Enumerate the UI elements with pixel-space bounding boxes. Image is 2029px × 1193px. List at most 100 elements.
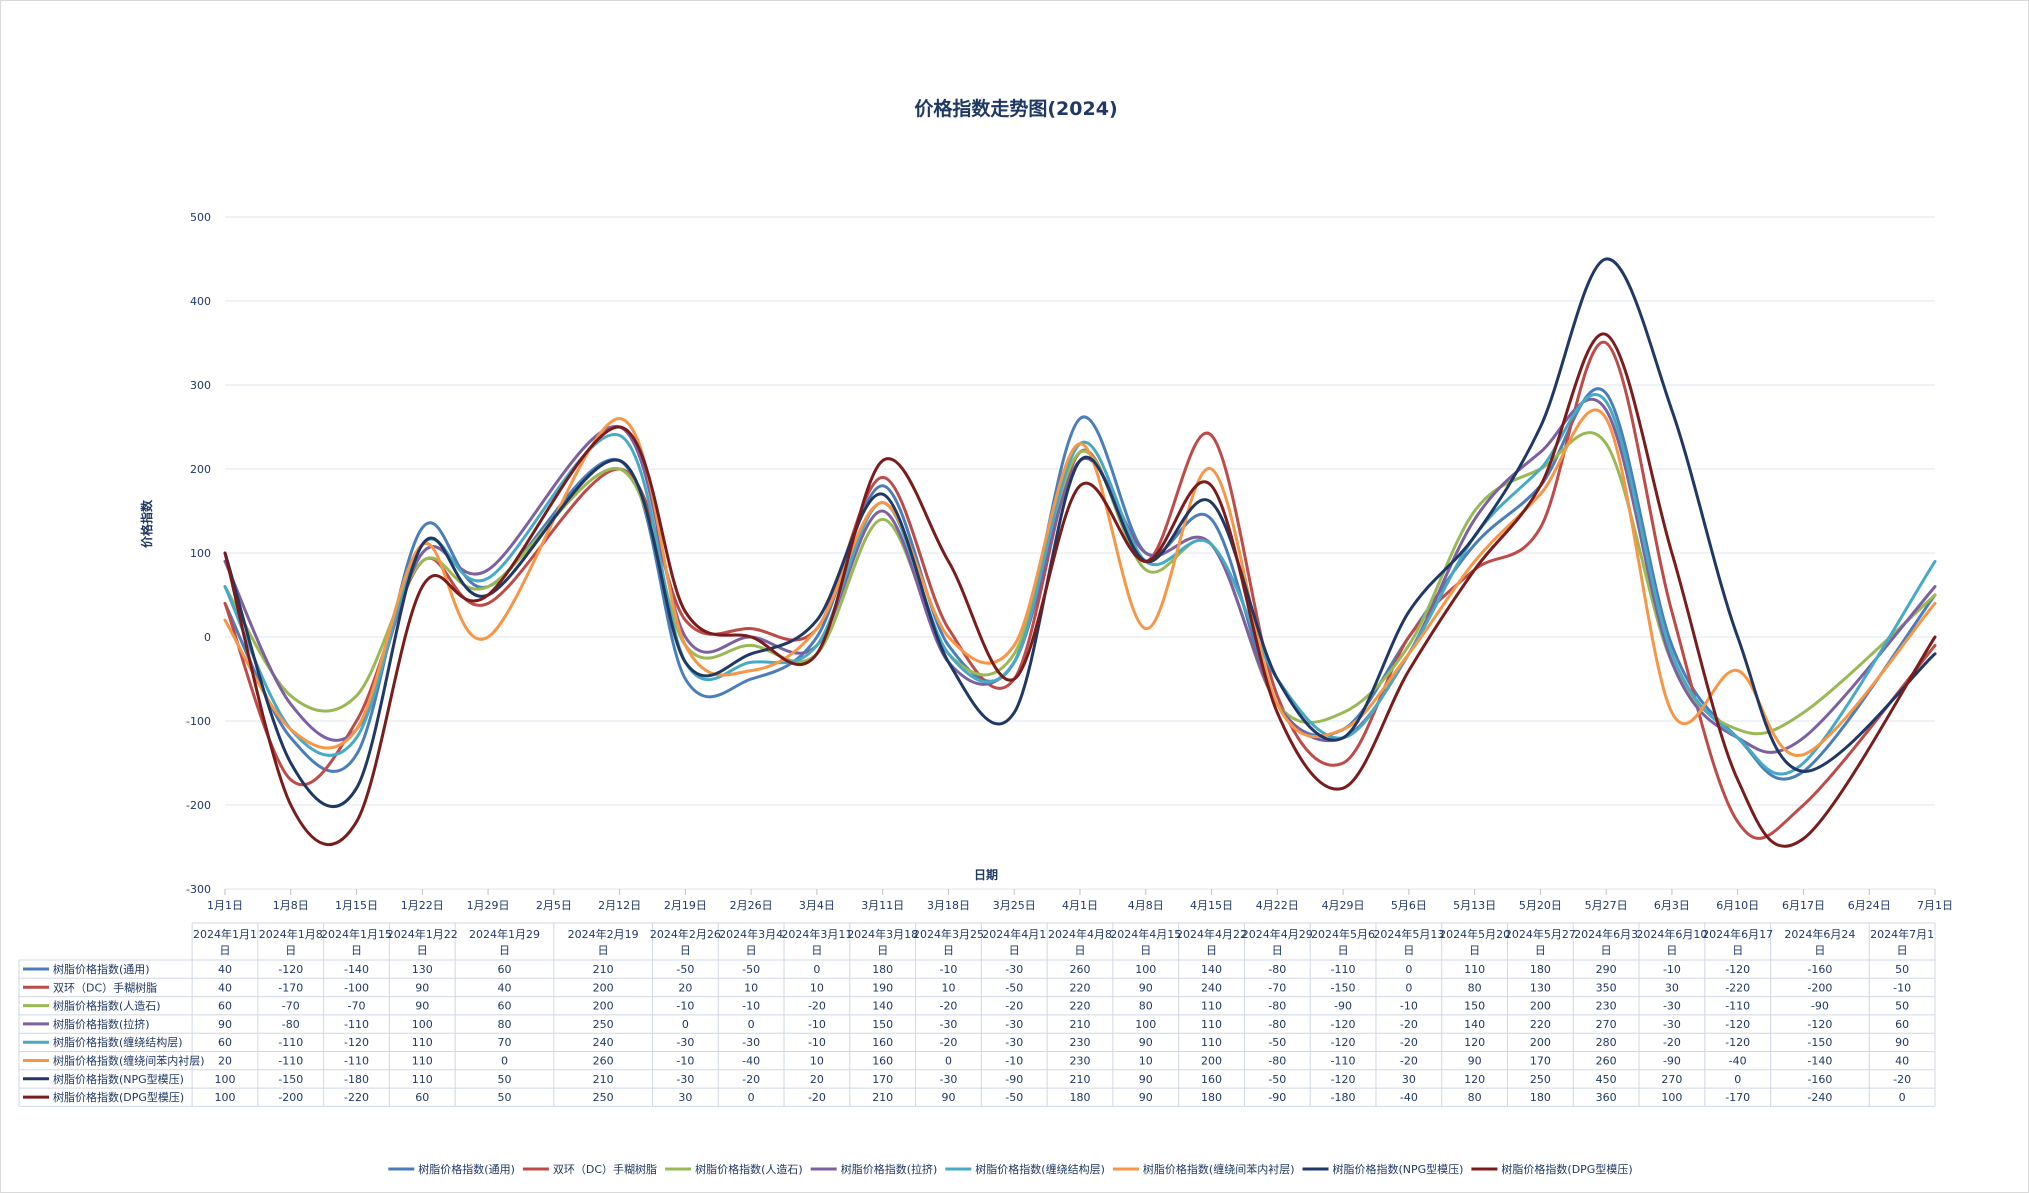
table-cell: -20: [1400, 1055, 1418, 1068]
table-cell: 50: [1895, 1000, 1909, 1013]
series-line-6: [223, 257, 1937, 809]
series-points-4: [225, 402, 1935, 763]
table-cell: 110: [1201, 1036, 1222, 1049]
y-axis-ticks: 500 400 300 200 100 0 -100 -200 -300: [186, 211, 211, 896]
series-points-6: [225, 259, 1935, 788]
table-cell: 180: [1530, 1091, 1551, 1104]
table-cell: 100: [1135, 963, 1156, 976]
series-line-4: [223, 393, 1937, 776]
table-header-cell: 2024年4月8: [1048, 927, 1112, 941]
table-cell: 50: [498, 1073, 512, 1086]
x-tick-label: 3月18日: [927, 899, 970, 912]
table-cell: 60: [498, 1000, 512, 1013]
table-header-cell: 日: [1897, 944, 1908, 957]
legend-label: 树脂价格指数(拉挤): [841, 1162, 938, 1176]
table-cell: 100: [215, 1091, 236, 1104]
table-series-name: 树脂价格指数(NPG型模压): [53, 1072, 184, 1086]
table-header-cell: 日: [1009, 944, 1020, 957]
table-header-cell: 日: [680, 944, 691, 957]
table-cell: -90: [1811, 1000, 1829, 1013]
table-cell: 180: [872, 963, 893, 976]
legend-label: 树脂价格指数(DPG型模压): [1501, 1162, 1632, 1176]
table-cell: -50: [1005, 1091, 1023, 1104]
table-cell: 230: [1070, 1036, 1091, 1049]
table-cell: 90: [415, 981, 429, 994]
table-cell: 10: [810, 981, 824, 994]
series-line-2: [223, 431, 1937, 736]
table-header-cell: 2024年6月24: [1784, 927, 1855, 941]
table-cell: -90: [1268, 1091, 1286, 1104]
table-header-cell: 2024年5月20: [1439, 927, 1510, 941]
y-tick-label: 100: [190, 547, 211, 560]
y-tick-label: 200: [190, 463, 211, 476]
table-header-cell: 2024年3月25: [913, 927, 984, 941]
table-cell: 180: [1530, 963, 1551, 976]
table-header-cell: 日: [598, 944, 609, 957]
table-cell: -100: [344, 981, 369, 994]
table-cell: 160: [872, 1055, 893, 1068]
series-points-1: [225, 343, 1935, 822]
table-cell: 80: [498, 1018, 512, 1031]
table-cell: -70: [348, 1000, 366, 1013]
table-cell: 0: [501, 1055, 508, 1068]
y-tick-label: 500: [190, 211, 211, 224]
x-tick-label: 5月20日: [1519, 899, 1562, 912]
table-header-cell: 日: [1272, 944, 1283, 957]
table-cell: -20: [742, 1073, 760, 1086]
legend-item: 树脂价格指数(DPG型模压): [1471, 1162, 1633, 1176]
table-header-cell: 2024年1月29: [469, 927, 540, 941]
table-series-name: 双环（DC）手糊树脂: [53, 980, 157, 994]
table-cell: 140: [872, 1000, 893, 1013]
table-header-cell: 2024年5月6: [1311, 927, 1375, 941]
table-cell: -150: [1331, 981, 1356, 994]
table-cell: -200: [278, 1091, 303, 1104]
y-axis-title: 价格指数: [139, 499, 154, 548]
table-cell: 20: [678, 981, 692, 994]
legend-label: 双环（DC）手糊树脂: [553, 1162, 657, 1176]
table-header-cell: 日: [1338, 944, 1349, 957]
table-cell: 80: [1468, 1091, 1482, 1104]
table-cell: -10: [1893, 981, 1911, 994]
table-cell: -170: [1725, 1091, 1750, 1104]
table-cell: 30: [678, 1091, 692, 1104]
x-tick-label: 1月1日: [207, 899, 243, 912]
table-cell: -120: [278, 963, 303, 976]
legend-label: 树脂价格指数(NPG型模压): [1333, 1162, 1464, 1176]
chart-title: 价格指数走势图(2024): [914, 97, 1117, 120]
x-tick-label: 2月5日: [536, 899, 572, 912]
table-cell: -30: [676, 1036, 694, 1049]
table-cell: -80: [1268, 963, 1286, 976]
table-row: 树脂价格指数(缠绕结构层) 60 -110 -120 110 70 240 -30 -30 -10…: [23, 1035, 1909, 1049]
table-cell: -30: [742, 1036, 760, 1049]
table-cell: 220: [1530, 1018, 1551, 1031]
table-cell: -120: [1807, 1018, 1832, 1031]
y-tick-label: -100: [186, 715, 211, 728]
table-cell: -20: [1005, 1000, 1023, 1013]
table-cell: 0: [748, 1091, 755, 1104]
table-cell: -120: [344, 1036, 369, 1049]
table-series-name: 树脂价格指数(缠绕间苯内衬层): [53, 1054, 205, 1068]
x-tick-label: 6月17日: [1782, 899, 1825, 912]
table-cell: -30: [1005, 1036, 1023, 1049]
table-cell: 90: [1139, 1091, 1153, 1104]
table-cell: 210: [1070, 1018, 1091, 1031]
table-row: 树脂价格指数(缠绕间苯内衬层) 20 -110 -110 110 0 260 -10 -40 10…: [23, 1054, 1909, 1068]
table-cell: 170: [872, 1073, 893, 1086]
table-header-cell: 日: [943, 944, 954, 957]
table-cell: 200: [593, 981, 614, 994]
table-cell: -30: [939, 1018, 957, 1031]
table-cell: 260: [1596, 1055, 1617, 1068]
table-cell: 10: [941, 981, 955, 994]
table-header-cell: 日: [1814, 944, 1825, 957]
series-line-7: [223, 332, 1937, 848]
table-cell: 90: [1895, 1036, 1909, 1049]
table-cell: -20: [939, 1000, 957, 1013]
table-series-name: 树脂价格指数(通用): [53, 962, 150, 976]
table-cell: -50: [1005, 981, 1023, 994]
legend: 树脂价格指数(通用) 双环（DC）手糊树脂 树脂价格指数(人造石) 树脂价格指数(拉挤…: [388, 1162, 1633, 1176]
table-header-cell: 2024年1月22: [387, 927, 458, 941]
table-cell: 60: [218, 1036, 232, 1049]
table-cell: 80: [1468, 981, 1482, 994]
y-tick-label: 300: [190, 379, 211, 392]
